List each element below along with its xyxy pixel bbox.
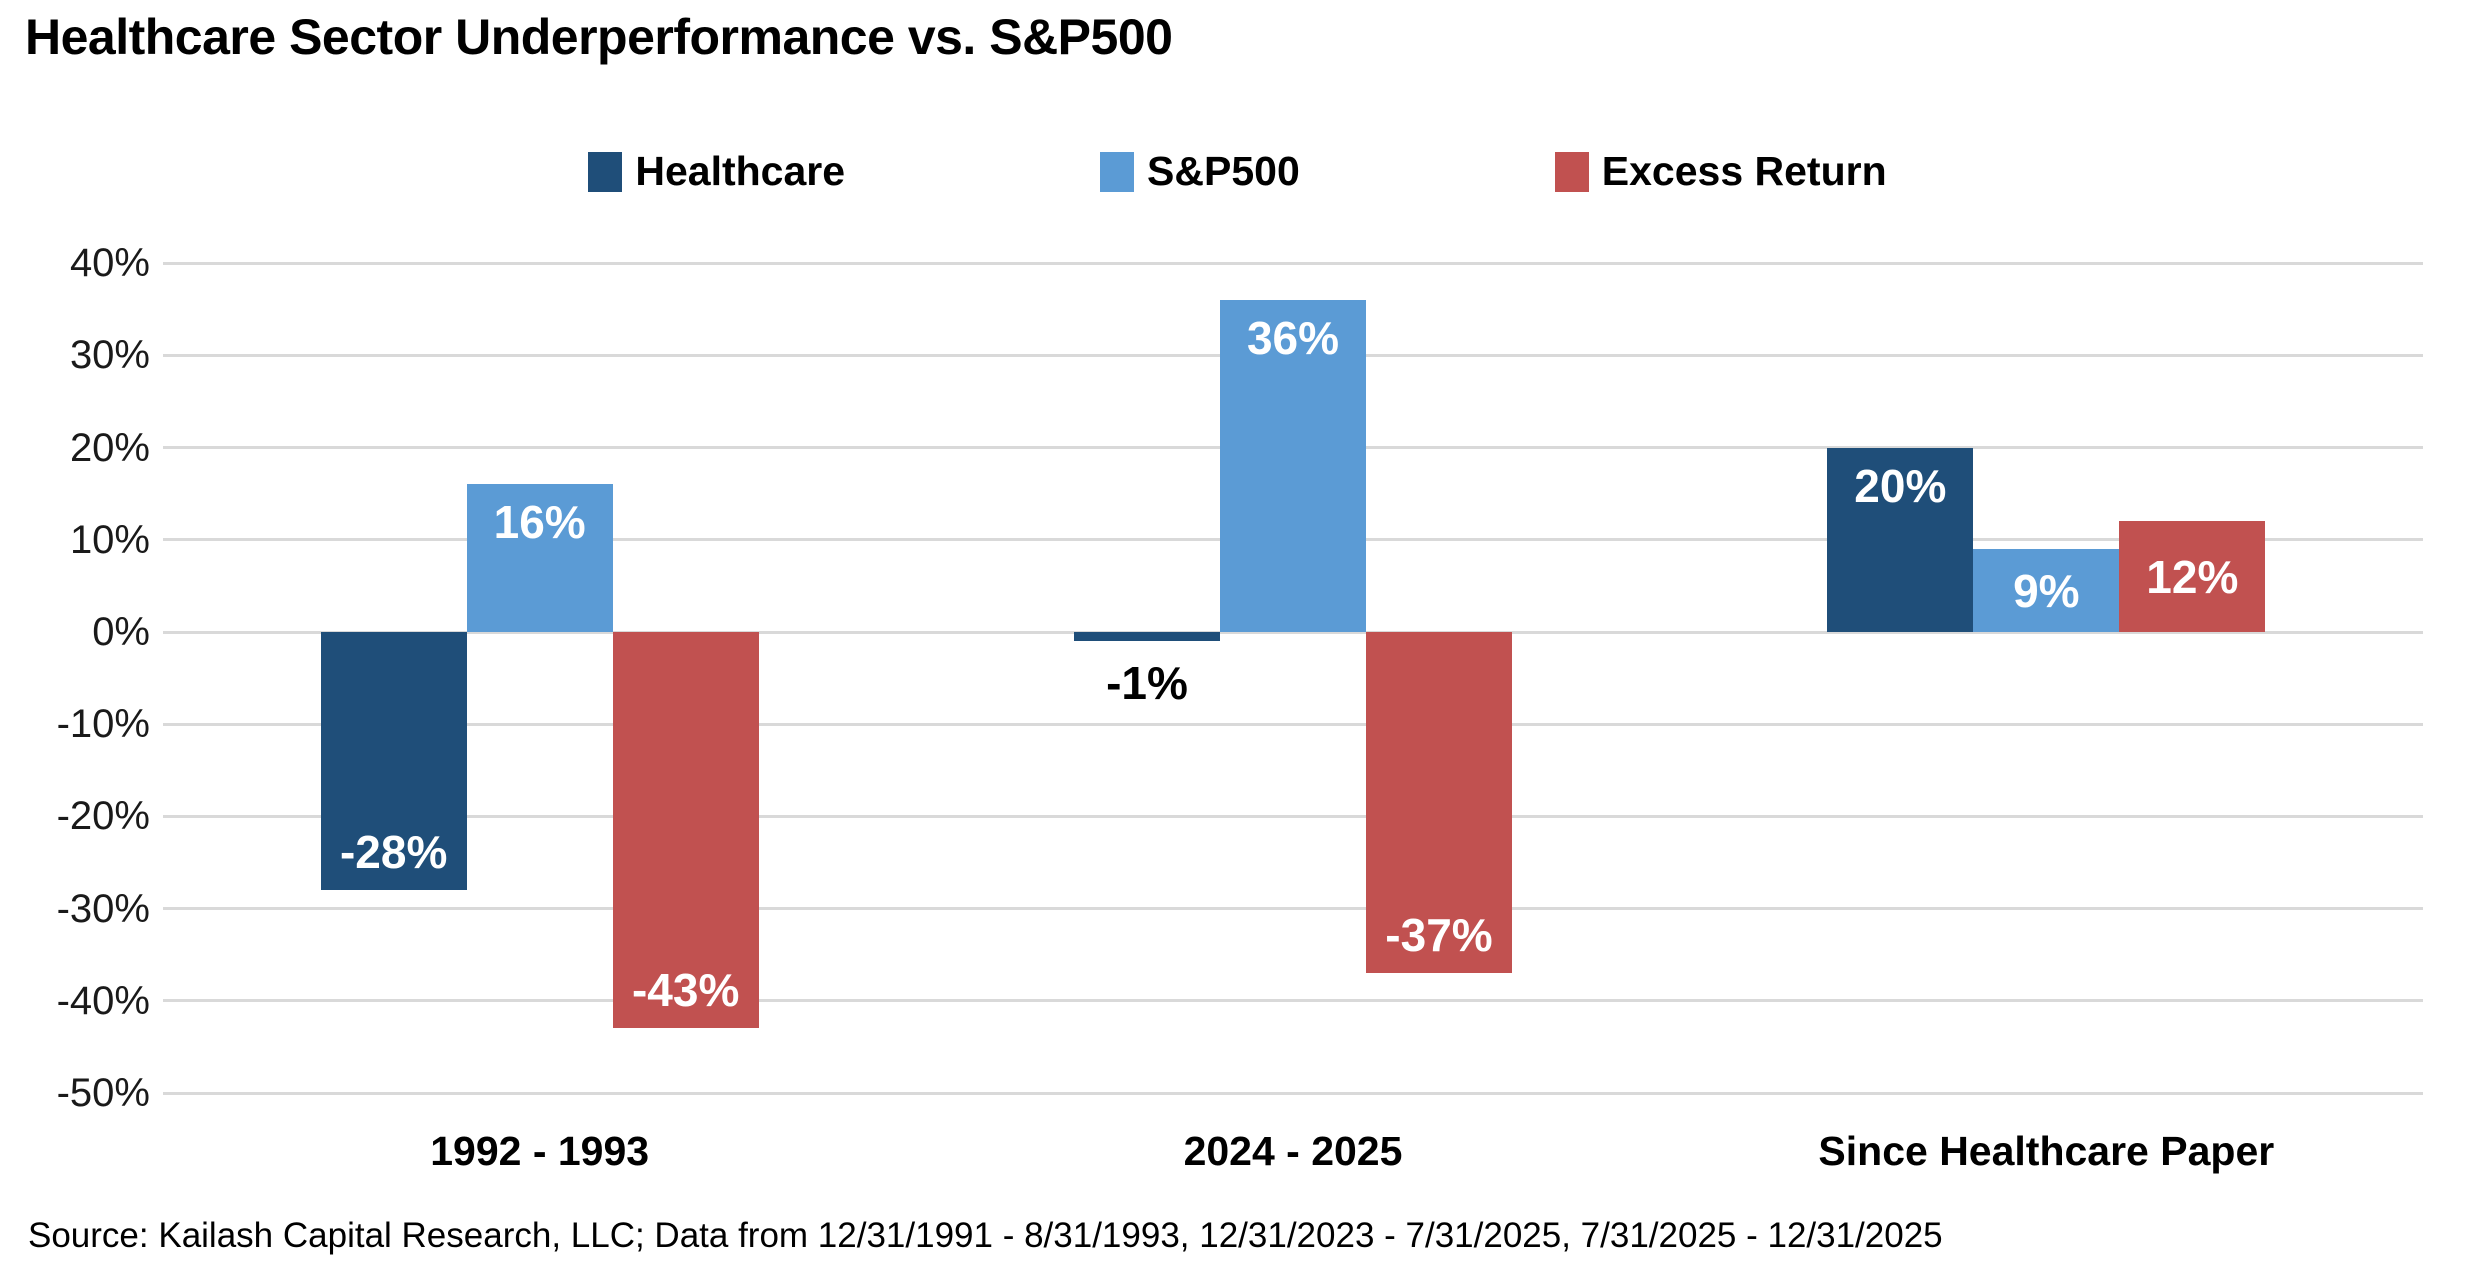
bar-value-label: 9% bbox=[2013, 564, 2080, 617]
y-axis-tick-label: -40% bbox=[56, 978, 150, 1023]
legend-item-excess-return: Excess Return bbox=[1554, 148, 1887, 195]
y-axis-tick-label: -50% bbox=[56, 1071, 150, 1115]
x-axis-category-label: 1992 - 1993 bbox=[430, 1128, 650, 1174]
y-axis-tick-label: -10% bbox=[56, 702, 150, 747]
bar-healthcare-2 bbox=[1827, 447, 1974, 632]
bar-value-label: -28% bbox=[339, 826, 448, 879]
gridline--20 bbox=[163, 814, 2423, 818]
bar-s-p500-1 bbox=[1220, 300, 1366, 632]
y-axis-tick-label: -30% bbox=[56, 886, 150, 931]
bar-value-label: -43% bbox=[631, 964, 740, 1017]
legend-marker-icon bbox=[588, 151, 623, 192]
bar-s-p500-0 bbox=[466, 484, 613, 632]
legend-marker-icon bbox=[1100, 151, 1135, 192]
y-axis-tick-label: 10% bbox=[69, 517, 150, 562]
chart-title: Healthcare Sector Underperformance vs. S… bbox=[25, 9, 1173, 65]
legend-marker-icon bbox=[1554, 151, 1589, 192]
gridline--30 bbox=[163, 907, 2423, 911]
y-axis-tick-label: 40% bbox=[69, 241, 150, 286]
bar-excess-return-0 bbox=[612, 632, 759, 1029]
gridline--40 bbox=[163, 999, 2423, 1003]
gridline--10 bbox=[163, 722, 2423, 726]
bar-value-label: 16% bbox=[493, 496, 586, 549]
legend: Healthcare S&P500 Excess Return bbox=[0, 148, 2475, 195]
bar-excess-return-1 bbox=[1366, 632, 1512, 974]
bar-value-label: -37% bbox=[1385, 909, 1493, 962]
bar-s-p500-2 bbox=[1973, 549, 2120, 632]
source-note: Source: Kailash Capital Research, LLC; D… bbox=[28, 1216, 1943, 1255]
legend-item-healthcare: Healthcare bbox=[588, 148, 845, 195]
gridline-0 bbox=[163, 630, 2423, 634]
legend-item-s-p500: S&P500 bbox=[1100, 148, 1300, 195]
bar-value-label: 20% bbox=[1854, 459, 1947, 512]
y-axis-tick-label: 20% bbox=[69, 425, 150, 470]
gridline--50 bbox=[163, 1091, 2423, 1095]
bar-value-label: -1% bbox=[1106, 657, 1188, 710]
bar-value-label: 36% bbox=[1246, 312, 1340, 365]
y-axis-tick-label: 0% bbox=[92, 610, 150, 654]
legend-label: S&P500 bbox=[1147, 148, 1300, 194]
x-axis-category-label: 2024 - 2025 bbox=[1183, 1128, 1403, 1174]
legend-label: Excess Return bbox=[1601, 148, 1887, 194]
bar-excess-return-2 bbox=[2119, 521, 2266, 632]
y-axis-tick-label: -20% bbox=[56, 794, 150, 839]
gridline-40 bbox=[163, 261, 2423, 265]
bar-value-label: 12% bbox=[2146, 550, 2239, 603]
x-axis-category-label: Since Healthcare Paper bbox=[1818, 1128, 2275, 1174]
y-axis-tick-label: 30% bbox=[69, 333, 150, 378]
bar-healthcare-1 bbox=[1074, 632, 1220, 642]
legend-label: Healthcare bbox=[635, 148, 846, 194]
bar-healthcare-0 bbox=[320, 632, 467, 891]
